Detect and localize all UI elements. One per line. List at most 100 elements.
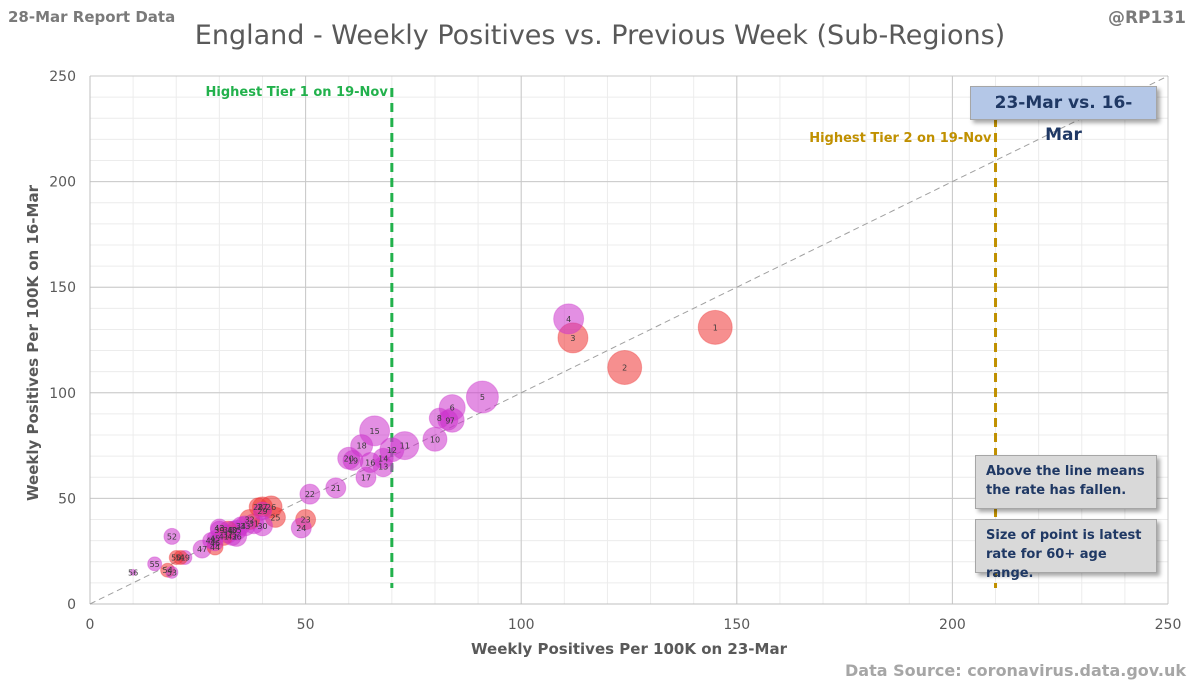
data-point-label: 11 <box>400 442 410 451</box>
y-tick-label: 150 <box>49 280 76 296</box>
data-point-label: 32 <box>244 516 254 525</box>
data-point-label: 3 <box>570 334 575 343</box>
period-box: 23-Mar vs. 16-Mar <box>970 86 1157 145</box>
data-point-label: 40 <box>227 526 237 535</box>
data-point-label: 1 <box>713 323 718 332</box>
data-point-label: 5 <box>480 393 485 402</box>
data-point-label: 48 <box>206 537 216 546</box>
data-point-label: 20 <box>344 454 354 463</box>
data-point-label: 25 <box>270 513 280 522</box>
data-point-label: 16 <box>365 458 375 467</box>
data-point <box>290 517 312 539</box>
data-point <box>202 532 220 550</box>
x-tick-label: 50 <box>297 617 315 633</box>
data-point-label: 14 <box>378 454 388 463</box>
data-point-label: 37 <box>223 530 233 539</box>
y-tick-label: 100 <box>49 386 76 402</box>
note-point-size: Size of point is latest rate for 60+ age… <box>975 519 1157 581</box>
data-point-label: 18 <box>357 442 367 451</box>
author-handle: @RP131 <box>1107 8 1186 28</box>
data-point-label: 17 <box>361 473 371 482</box>
data-point-label: 15 <box>369 427 379 436</box>
y-tick-label: 250 <box>49 69 76 85</box>
data-point-label: 39 <box>214 526 224 535</box>
reference-line-label: Highest Tier 2 on 19-Nov <box>809 131 992 146</box>
data-point-label: 54 <box>163 566 173 575</box>
data-point-label: 29 <box>257 507 267 516</box>
data-point-label: 28 <box>253 503 263 512</box>
data-point-label: 47 <box>197 545 207 554</box>
y-tick-label: 200 <box>49 175 76 191</box>
data-point-label: 10 <box>430 435 440 444</box>
data-point <box>697 309 733 345</box>
y-axis-label: Weekly Positives Per 100K on 16-Mar <box>24 184 42 501</box>
data-point-label: 38 <box>223 526 233 535</box>
data-point-label: 34 <box>236 522 246 531</box>
data-point <box>147 556 163 572</box>
data-point <box>163 527 181 545</box>
data-point <box>165 565 179 579</box>
data-point <box>422 426 448 452</box>
data-point-label: 55 <box>150 560 160 569</box>
y-tick-label: 50 <box>58 491 76 507</box>
data-point <box>299 483 321 505</box>
data-point-label: 53 <box>167 568 177 577</box>
data-point-label: 46 <box>210 539 220 548</box>
data-point-label: 49 <box>180 554 190 563</box>
data-point-label: 35 <box>232 526 242 535</box>
report-label: 28-Mar Report Data <box>8 8 176 26</box>
data-point <box>222 526 242 546</box>
data-point-label: 4 <box>566 315 571 324</box>
reference-line-label: Highest Tier 1 on 19-Nov <box>206 85 389 100</box>
data-point-label: 12 <box>387 446 397 455</box>
data-point-label: 52 <box>167 532 177 541</box>
note-above-line: Above the line means the rate has fallen… <box>975 455 1157 509</box>
data-point-label: 27 <box>257 503 267 512</box>
data-point <box>355 466 377 488</box>
data-point <box>437 409 459 431</box>
data-point-label: 51 <box>175 554 185 563</box>
data-point-label: 43 <box>214 524 224 533</box>
data-point-label: 8 <box>437 414 442 423</box>
data-point-label: 22 <box>305 490 315 499</box>
data-point <box>252 501 272 521</box>
data-point-label: 44 <box>210 543 220 552</box>
data-point <box>607 349 643 385</box>
data-point-label: 6 <box>450 404 455 413</box>
data-point-label: 24 <box>296 524 306 533</box>
data-point-label: 23 <box>301 516 311 525</box>
data-point-label: 45 <box>210 535 220 544</box>
data-point-label: 50 <box>171 554 181 563</box>
data-point-label: 26 <box>266 503 276 512</box>
x-tick-label: 100 <box>508 617 535 633</box>
x-axis-label: Weekly Positives Per 100K on 23-Mar <box>471 640 788 658</box>
data-source: Data Source: coronavirus.data.gov.uk <box>845 661 1186 680</box>
data-point-label: 13 <box>378 463 388 472</box>
y-tick-label: 0 <box>67 597 76 613</box>
data-point-label: 7 <box>450 416 455 425</box>
x-tick-label: 200 <box>939 617 966 633</box>
data-point-label: 41 <box>219 532 229 541</box>
data-point-label: 30 <box>257 522 267 531</box>
data-point-label: 56 <box>128 568 138 577</box>
data-point-label: 31 <box>249 520 259 529</box>
x-tick-label: 250 <box>1155 617 1182 633</box>
data-point <box>325 477 347 499</box>
data-point-label: 9 <box>445 416 450 425</box>
data-point-label: 19 <box>348 456 358 465</box>
data-point-label: 33 <box>240 522 250 531</box>
data-point-label: 36 <box>232 532 242 541</box>
x-tick-label: 150 <box>723 617 750 633</box>
chart-title: England - Weekly Positives vs. Previous … <box>194 20 1006 51</box>
data-point <box>173 550 189 566</box>
data-point <box>553 303 585 335</box>
data-point <box>342 449 364 471</box>
data-point-label: 21 <box>331 484 341 493</box>
data-point <box>129 568 137 576</box>
data-point <box>465 380 499 414</box>
data-point-label: 2 <box>622 363 627 372</box>
x-tick-label: 0 <box>86 617 95 633</box>
